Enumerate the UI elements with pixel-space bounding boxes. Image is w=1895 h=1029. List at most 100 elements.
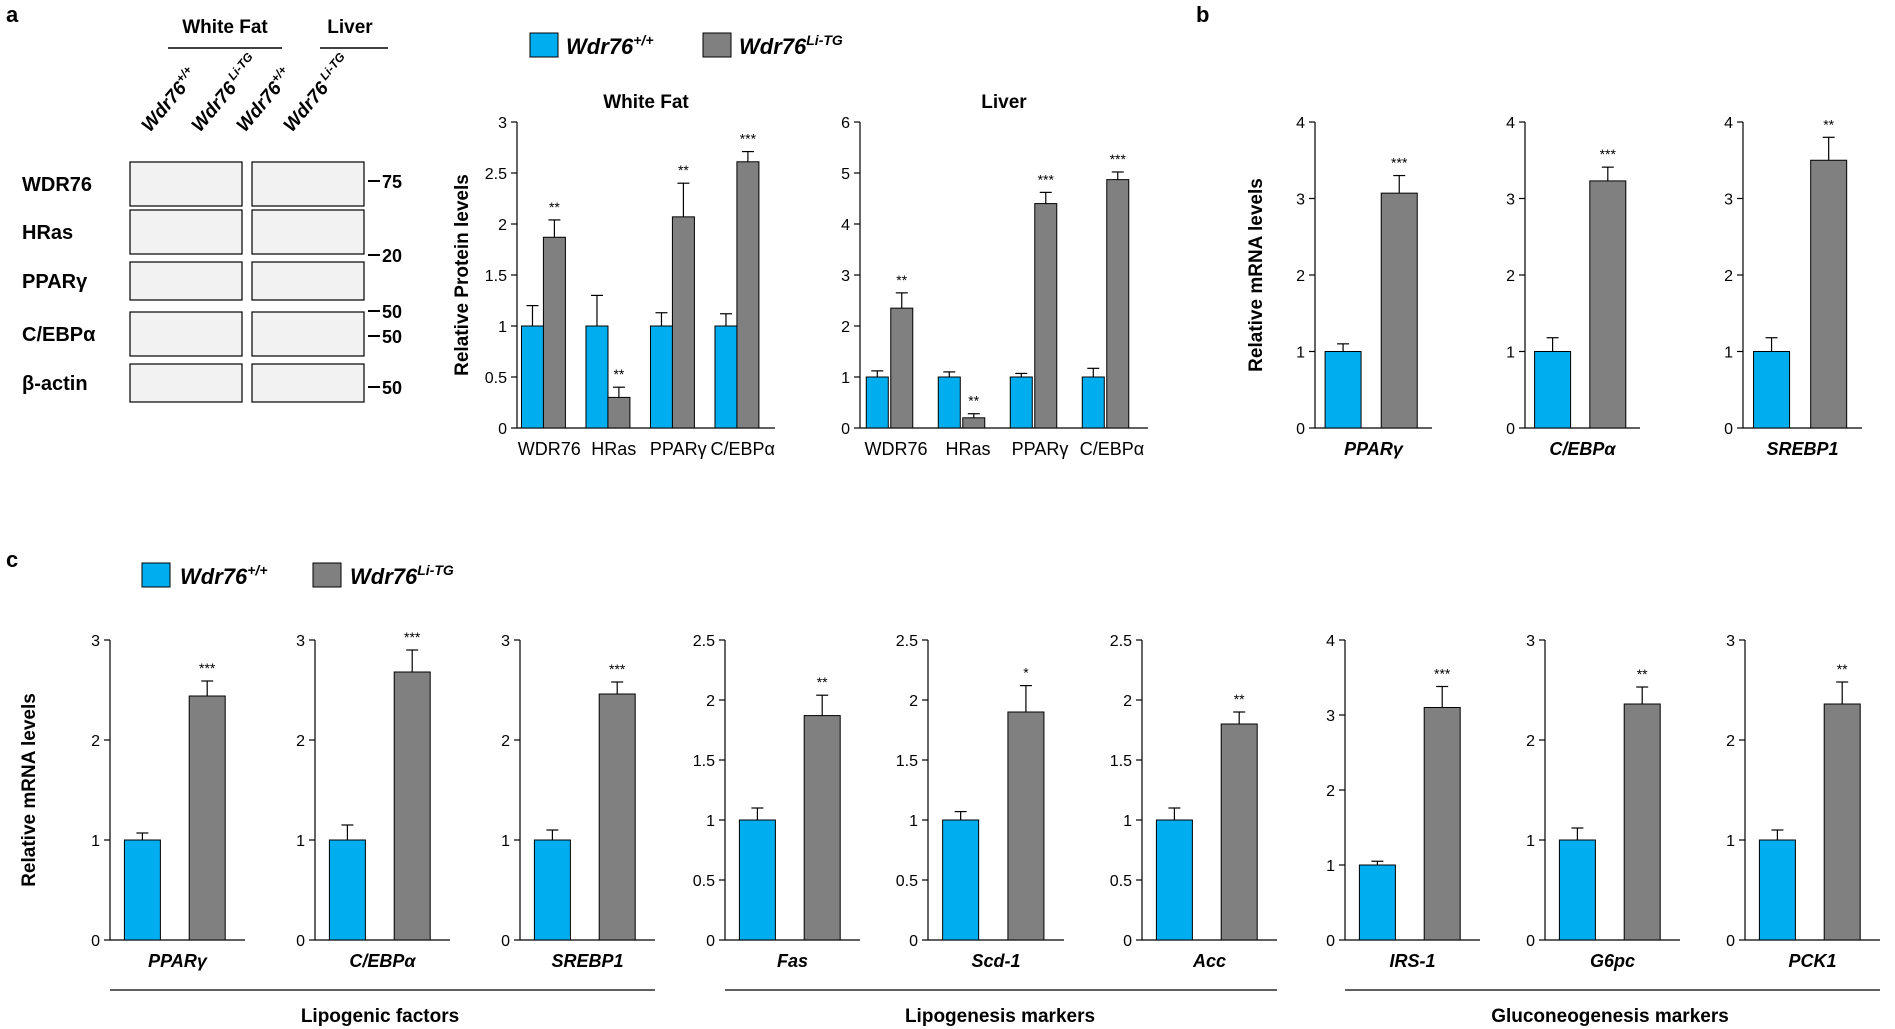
- bar-wdr76-wt: [649, 325, 673, 429]
- y-axis-label: Relative mRNA levels: [19, 693, 40, 887]
- bar-wdr76-li-tg: [607, 396, 631, 429]
- y-tick-label: 2.5: [693, 633, 715, 650]
- y-tick-label: 2: [1726, 733, 1735, 750]
- category-label: HRas: [591, 439, 636, 459]
- y-tick-label: 4: [1326, 633, 1335, 650]
- category-label: PPARγ: [148, 951, 208, 971]
- chart-c-cebp: 0 1 2 3 *** C/EBPα: [296, 629, 450, 971]
- significance-mark: *: [1023, 665, 1029, 681]
- chart-title: Liver: [981, 92, 1027, 113]
- bar-wdr76-li-tg: [393, 671, 431, 941]
- y-tick-label: 2.5: [896, 633, 918, 650]
- bar-wdr76-wt: [1558, 839, 1596, 941]
- blot-marker-label: 75: [382, 172, 402, 192]
- y-tick-label: 2.5: [1110, 633, 1132, 650]
- chart-c-srebp: 0 1 2 3 *** SREBP1: [501, 633, 655, 971]
- y-tick-label: 3: [841, 268, 850, 285]
- y-tick-label: 4: [1506, 115, 1515, 132]
- bar-wdr76-wt: [1324, 351, 1362, 429]
- blot-marker-label: 50: [382, 327, 402, 347]
- chart-a-liver: 0 1 2 3 4 5 6 Liver ** WDR76 ** HRas *** PPARγ *** C/EB…: [841, 92, 1148, 459]
- bar-wdr76-wt: [1534, 351, 1572, 429]
- chart-c-g6pc: 0 1 2 3 ** G6pc: [1526, 633, 1680, 971]
- blot-box-white-fat: [129, 209, 243, 255]
- bar-wdr76-li-tg: [1220, 723, 1258, 941]
- category-label: C/EBPα: [1080, 439, 1144, 459]
- category-label: Scd-1: [971, 951, 1020, 971]
- legend-c-wt-swatch: [141, 562, 171, 588]
- blot-protein-label: β-actin: [22, 373, 88, 395]
- y-tick-label: 0: [1296, 421, 1305, 438]
- panel-label-a: a: [6, 2, 19, 27]
- blot-box-liver: [251, 209, 365, 255]
- y-tick-label: 0: [91, 933, 100, 950]
- group-label-lipogenesis: Lipogenesis markers: [905, 1006, 1095, 1027]
- bar-wdr76-wt: [1753, 351, 1791, 429]
- bar-wdr76-wt: [1758, 839, 1796, 941]
- y-tick-label: 0.5: [485, 370, 507, 387]
- blot-tissue-white-fat: White Fat: [182, 17, 268, 38]
- significance-mark: ***: [1391, 155, 1408, 171]
- bar-wdr76-wt: [533, 839, 571, 941]
- bar-wdr76-li-tg: [188, 695, 226, 941]
- blot-box-liver: [251, 311, 365, 357]
- y-tick-label: 1: [1526, 833, 1535, 850]
- blot-box-liver: [251, 363, 365, 403]
- bar-wdr76-wt: [937, 376, 961, 429]
- y-tick-label: 1.5: [693, 753, 715, 770]
- chart-a-whitefat: 0 0.5 1 1.5 2 2.5 3 White Fat Relative Protein l…: [452, 92, 775, 459]
- significance-mark: **: [1823, 116, 1834, 132]
- bar-wdr76-li-tg: [803, 715, 841, 941]
- significance-mark: ***: [1600, 146, 1617, 162]
- blot-tissue-liver: Liver: [327, 17, 373, 38]
- y-tick-label: 4: [1296, 115, 1305, 132]
- y-tick-label: 0: [1724, 421, 1733, 438]
- blot-marker-label: 50: [382, 378, 402, 398]
- bar-wdr76-wt: [714, 325, 738, 429]
- category-label: WDR76: [518, 439, 581, 459]
- y-tick-label: 1: [501, 833, 510, 850]
- y-tick-label: 1: [1724, 345, 1733, 362]
- y-tick-label: 1.5: [485, 268, 507, 285]
- y-tick-label: 1: [909, 813, 918, 830]
- y-tick-label: 3: [1726, 633, 1735, 650]
- bar-wdr76-li-tg: [1034, 203, 1058, 429]
- bar-wdr76-wt: [1009, 376, 1033, 429]
- y-tick-label: 2: [1506, 268, 1515, 285]
- chart-b-srebp: 0 1 2 3 4 ** SREBP1: [1724, 115, 1862, 459]
- y-tick-label: 1.5: [896, 753, 918, 770]
- category-label: HRas: [945, 439, 990, 459]
- bar-wdr76-li-tg: [1007, 711, 1045, 941]
- y-tick-label: 1: [1296, 345, 1305, 362]
- category-label: C/EBPα: [349, 951, 416, 971]
- y-axis-label: Relative mRNA levels: [1246, 178, 1267, 372]
- y-tick-label: 1: [498, 319, 507, 336]
- y-tick-label: 0: [501, 933, 510, 950]
- y-tick-label: 0: [1726, 933, 1735, 950]
- significance-mark: ***: [1038, 171, 1055, 187]
- significance-mark: **: [817, 674, 828, 690]
- blot-protein-label: PPARγ: [22, 271, 88, 293]
- y-tick-label: 5: [841, 166, 850, 183]
- y-tick-label: 3: [1526, 633, 1535, 650]
- legend-a: Wdr76+/+ Wdr76Li-TG: [529, 32, 843, 59]
- significance-mark: **: [549, 199, 560, 215]
- blot-box-white-fat: [129, 363, 243, 403]
- y-tick-label: 4: [1724, 115, 1733, 132]
- category-label: IRS-1: [1389, 951, 1435, 971]
- significance-mark: **: [678, 162, 689, 178]
- significance-mark: **: [896, 272, 907, 288]
- significance-mark: **: [1637, 666, 1648, 682]
- bar-wdr76-li-tg: [1810, 159, 1848, 429]
- bar-wdr76-li-tg: [1823, 703, 1861, 941]
- bar-wdr76-wt: [1081, 376, 1105, 429]
- y-tick-label: 3: [1326, 708, 1335, 725]
- y-tick-label: 6: [841, 115, 850, 132]
- charts: 0 0.5 1 1.5 2 2.5 3 White Fat Relative Protein l…: [19, 92, 1880, 971]
- category-label: PPARγ: [650, 439, 707, 459]
- y-tick-label: 3: [296, 633, 305, 650]
- y-tick-label: 2: [909, 693, 918, 710]
- bar-wdr76-li-tg: [542, 236, 566, 429]
- legend-c-tg-swatch: [312, 562, 342, 588]
- y-tick-label: 0: [1326, 933, 1335, 950]
